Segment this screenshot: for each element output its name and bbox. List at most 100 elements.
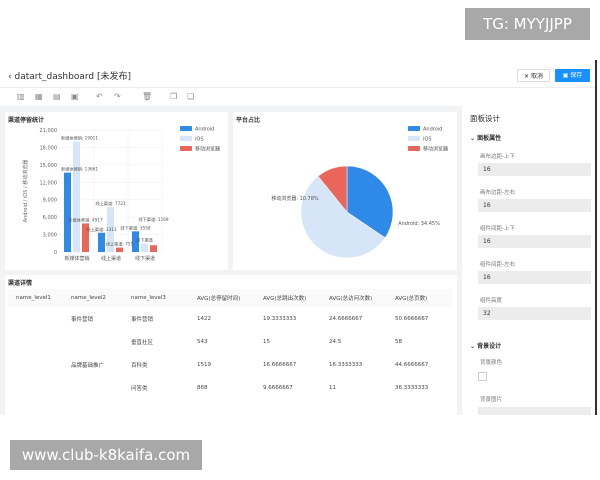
bg-image-upload[interactable] xyxy=(478,407,591,415)
data-label: 线下渠道: 3558 xyxy=(120,224,150,231)
close-icon: ✕ xyxy=(524,73,530,80)
table-cell xyxy=(8,307,63,330)
data-label: 线下渠道: 1169 xyxy=(138,216,168,223)
table-cell: 事件营销 xyxy=(71,316,94,323)
table-cell: 垂直社区 xyxy=(131,339,154,346)
x-tick-label: 线下渠道 xyxy=(135,255,155,262)
site-watermark: www.club-k8kaifa.com xyxy=(10,440,202,470)
pie-slice xyxy=(346,165,394,239)
legend-label: iOS xyxy=(423,137,432,143)
pie-chart: Android: 34.45%iOS: 54.77%移动浏览器: 10.78%A… xyxy=(271,126,448,259)
bar-chart-icon[interactable]: ▥ xyxy=(17,92,25,101)
panel-heading: 面板设计 xyxy=(470,114,500,123)
table-cell: 44.6666667 xyxy=(395,361,429,368)
table-panel[interactable]: 渠道详情 name_level1 name_level2 name_level3… xyxy=(5,275,457,415)
cancel-label: 取消 xyxy=(530,73,543,80)
legend-swatch xyxy=(408,136,420,141)
data-label: 线上渠道: 755 xyxy=(106,241,134,248)
copy-icon[interactable]: ❐ xyxy=(170,92,178,101)
bg-color-swatch[interactable] xyxy=(478,372,487,381)
column-header[interactable]: AVG(总跳出次数) xyxy=(255,289,321,307)
y-tick-label: 9,000 xyxy=(43,198,57,204)
table-row[interactable]: 品牌基础推广 百科类 1519 16.6666667 16.3333333 44.6666… xyxy=(8,353,453,376)
report-icon[interactable]: ▤ xyxy=(53,92,61,101)
table-cell: 1422 xyxy=(197,315,211,322)
widget-icon[interactable]: ▦ xyxy=(35,92,43,101)
field-input[interactable]: 16 xyxy=(478,199,591,212)
table-cell: 11 xyxy=(329,384,336,391)
table-row[interactable]: 事件营销 事件营销 1422 19.3333333 24.6666667 50.66666… xyxy=(8,307,453,330)
slice-label: 移动浏览器: 10.78% xyxy=(271,195,319,202)
section-background[interactable]: ⌄ 背景设计 xyxy=(470,341,501,350)
field-input[interactable]: 16 xyxy=(478,235,591,248)
bar xyxy=(150,245,157,252)
data-label: 线上渠道: 3313 xyxy=(86,226,116,233)
bar-chart-panel[interactable]: 渠道停留统计 0 3,000 6,000 9,000 12,000 15,000 18,00… xyxy=(5,112,228,270)
table-cell: 24.5 xyxy=(329,338,342,345)
bar xyxy=(98,232,105,252)
y-tick-label: 12,000 xyxy=(40,180,58,186)
table-row[interactable]: 问答类 868 9.6666667 11 36.3333333 xyxy=(8,376,453,399)
detail-table: name_level1 name_level2 name_level3 AVG(… xyxy=(8,289,453,399)
legend-swatch xyxy=(408,146,420,151)
column-header[interactable]: name_level1 xyxy=(8,289,63,307)
table-cell: 24.6666667 xyxy=(329,315,363,322)
y-tick-label: 15,000 xyxy=(40,163,58,169)
undo-icon[interactable]: ↶ xyxy=(96,92,103,101)
toolbar: ▥ ▦ ▤ ▣ ↶ ↷ 🗑 ❐ ❏ xyxy=(0,88,595,106)
field-input[interactable]: 16 xyxy=(478,163,591,176)
table-cell: 16.6666667 xyxy=(263,361,297,368)
field-input[interactable]: 16 xyxy=(478,271,591,284)
chevron-down-icon: ⌄ xyxy=(470,135,476,142)
data-label: 新媒体营销: 13661 xyxy=(61,166,98,173)
page-title: datart_dashboard [未发布] xyxy=(14,72,131,82)
legend-label: iOS xyxy=(195,137,204,143)
legend-label: Android xyxy=(195,127,214,133)
field-label: 组件间距-上下 xyxy=(480,226,515,232)
bar xyxy=(73,141,80,252)
table-cell: 9.6666667 xyxy=(263,384,293,391)
legend-label: Android xyxy=(423,127,442,133)
column-header[interactable]: AVG(总页数) xyxy=(387,289,453,307)
cancel-button[interactable]: ✕ 取消 xyxy=(517,69,550,82)
table-cell: 百科类 xyxy=(131,362,148,369)
media-icon[interactable]: ▣ xyxy=(71,92,79,101)
column-header[interactable]: AVG(总访问次数) xyxy=(321,289,387,307)
table-header: name_level1 name_level2 name_level3 AVG(… xyxy=(8,289,453,307)
section-label: 背景设计 xyxy=(477,343,502,350)
bar xyxy=(64,172,71,252)
table-cell: 543 xyxy=(197,338,208,345)
field-label: 画布边距-上下 xyxy=(480,154,515,160)
field-input[interactable]: 32 xyxy=(478,307,591,320)
paste-icon[interactable]: ❏ xyxy=(187,92,195,101)
header: ‹ datart_dashboard [未发布] ✕ 取消 ▣ 保存 xyxy=(0,60,595,88)
table-cell: 868 xyxy=(197,384,208,391)
legend-swatch xyxy=(408,126,420,131)
column-header[interactable]: name_level3 xyxy=(123,289,189,307)
save-button[interactable]: ▣ 保存 xyxy=(555,69,590,82)
y-tick-label: 6,000 xyxy=(43,215,57,221)
table-cell: 16.3333333 xyxy=(329,361,363,368)
legend-swatch xyxy=(180,126,192,131)
table-cell xyxy=(8,353,63,376)
tg-watermark: TG: MYYJJPP xyxy=(465,8,590,40)
table-title: 渠道详情 xyxy=(8,280,33,287)
table-cell: 36.3333333 xyxy=(395,384,429,391)
bar xyxy=(141,243,148,252)
pie-chart-panel[interactable]: 平台占比 Android: 34.45%iOS: 54.77%移动浏览器: 10… xyxy=(233,112,457,270)
pie-slice xyxy=(317,165,348,213)
column-header[interactable]: AVG(总停留时间) xyxy=(189,289,255,307)
chevron-left-icon[interactable]: ‹ xyxy=(8,72,12,82)
table-cell: 19.3333333 xyxy=(263,315,297,322)
table-row[interactable]: 垂直社区 543 15 24.5 58 xyxy=(8,330,453,353)
column-header[interactable]: name_level2 xyxy=(63,289,123,307)
back-title[interactable]: ‹ datart_dashboard [未发布] xyxy=(8,69,131,82)
delete-icon[interactable]: 🗑 xyxy=(142,92,153,101)
pie-slice xyxy=(300,175,386,259)
bar xyxy=(132,231,139,252)
redo-icon[interactable]: ↷ xyxy=(114,92,121,101)
y-tick-label: 3,000 xyxy=(43,233,57,239)
data-label: 线下渠道 xyxy=(136,237,154,244)
bar xyxy=(107,207,114,252)
section-panel-props[interactable]: ⌄ 面板属性 xyxy=(470,133,501,142)
